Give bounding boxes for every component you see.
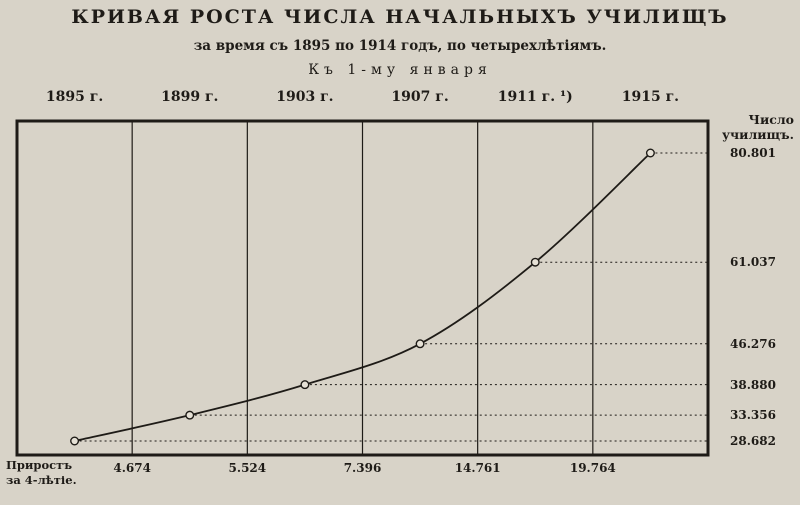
data-point: [530, 257, 540, 267]
data-series-line: [74, 152, 652, 442]
growth-value: 5.524: [228, 461, 267, 475]
x-tick-label: 1907 г.: [391, 89, 449, 105]
data-value-label: 38.880: [730, 377, 776, 392]
growth-value: 4.674: [113, 461, 151, 475]
data-value-label: 80.801: [730, 146, 776, 160]
chart-title: КРИВАЯ РОСТА ЧИСЛА НАЧАЛЬНЫХЪ УЧИЛИЩЪ: [71, 6, 729, 28]
x-tick-label: 1899 г.: [161, 89, 219, 105]
data-point: [300, 380, 310, 390]
data-point: [185, 410, 195, 420]
growth-row-label-line-2: за 4-лѣтіе.: [6, 473, 77, 487]
data-point: [70, 436, 80, 446]
growth-value: 14.761: [454, 461, 501, 475]
growth-row-label: Приростъ за 4-лѣтіе.: [6, 458, 77, 488]
data-point: [415, 339, 425, 349]
data-value-label: 46.276: [730, 336, 776, 351]
data-point: [645, 148, 655, 158]
growth-row-label-line-1: Приростъ: [6, 458, 73, 472]
x-tick-label: 1895 г.: [45, 89, 104, 105]
chart-caption: Къ 1-му января: [308, 62, 492, 78]
data-value-label: 33.356: [730, 408, 776, 423]
x-tick-label: 1903 г.: [276, 89, 334, 105]
data-value-label: 28.682: [730, 434, 776, 448]
y-axis-label-line-2: училищъ.: [722, 127, 794, 142]
chart-subtitle: за время съ 1895 по 1914 годъ, по четыре…: [193, 38, 607, 54]
x-tick-label: 1915 г.: [621, 89, 680, 105]
data-value-label: 61.037: [730, 255, 776, 270]
y-axis-label-line-1: Число: [748, 112, 794, 127]
y-axis-label: Число училищъ.: [718, 112, 794, 142]
x-tick-label: 1911 г. ¹): [497, 89, 573, 105]
growth-value: 7.396: [343, 461, 382, 475]
growth-value: 19.764: [569, 461, 616, 475]
